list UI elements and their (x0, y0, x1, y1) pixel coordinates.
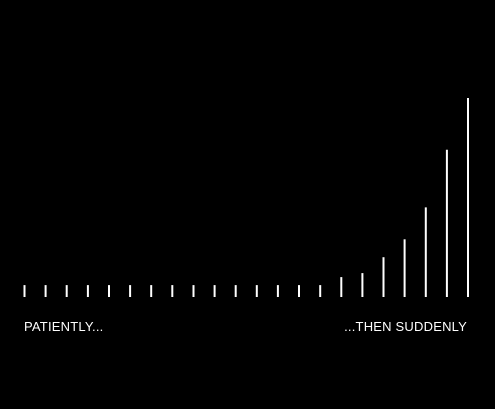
caption-patiently: PATIENTLY... (24, 319, 104, 334)
caption-then-suddenly: ...THEN SUDDENLY (344, 319, 467, 334)
